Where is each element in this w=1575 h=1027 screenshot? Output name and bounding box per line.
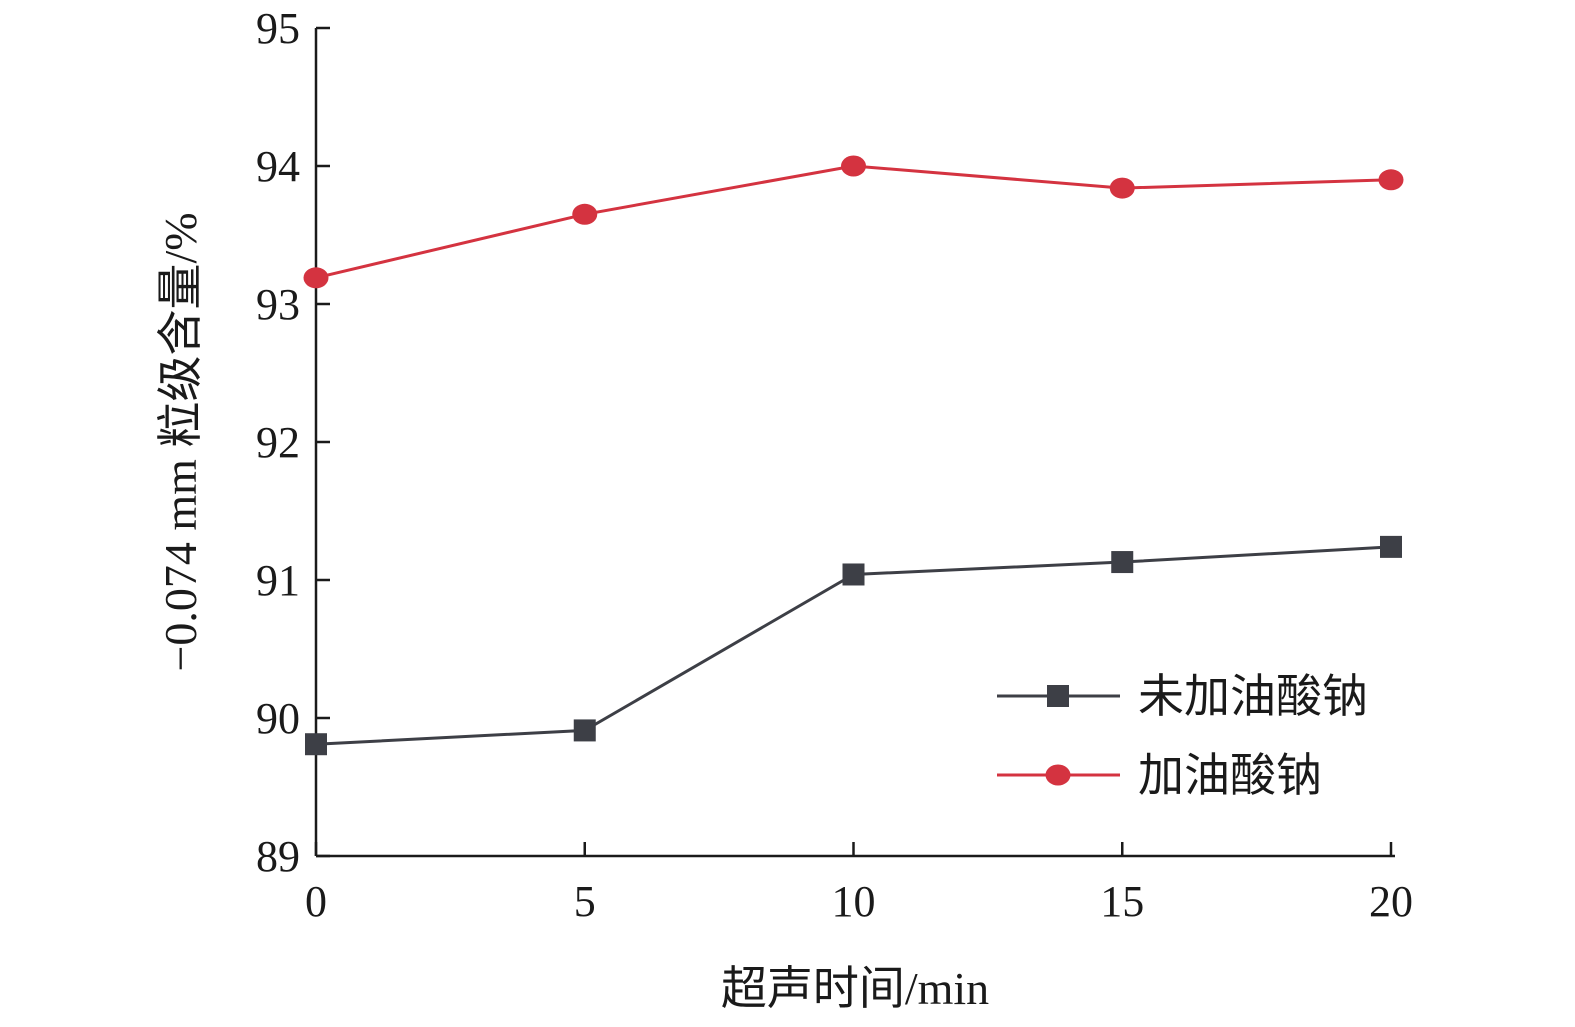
series-2-point <box>1378 169 1404 191</box>
series-2-line <box>315 164 1392 280</box>
x-tick-label: 0 <box>305 877 327 926</box>
series-1-point <box>305 733 327 756</box>
series-2-point <box>303 267 329 289</box>
x-ticks: 0 5 10 15 20 <box>305 842 1413 926</box>
x-tick-label: 5 <box>574 877 596 926</box>
y-tick-label: 94 <box>256 142 300 191</box>
series-2-point <box>841 155 866 177</box>
series-1-point <box>1380 535 1402 558</box>
series-2-point <box>1109 177 1135 199</box>
y-tick-label: 95 <box>256 4 300 53</box>
x-tick-label: 15 <box>1100 877 1144 926</box>
series-layer <box>303 155 1404 756</box>
legend-item-1: 未加油酸钠 <box>997 671 1368 722</box>
y-tick-label: 93 <box>256 280 300 329</box>
y-tick-label: 91 <box>256 556 300 605</box>
y-tick-label: 89 <box>256 832 300 881</box>
y-axis-title: −0.074 mm 粒级含量/% <box>155 212 206 671</box>
series-1-point <box>842 563 865 586</box>
series-1-point <box>573 719 596 742</box>
legend-label: 加油酸钠 <box>1138 750 1322 801</box>
legend-label: 未加油酸钠 <box>1138 671 1368 722</box>
axes <box>314 28 1395 858</box>
y-tick-label: 90 <box>256 694 300 743</box>
x-axis-title: 超声时间/min <box>721 963 989 1014</box>
y-tick-label: 92 <box>256 418 300 467</box>
legend-item-2: 加油酸钠 <box>997 750 1322 801</box>
legend-marker <box>1045 764 1071 786</box>
series-1 <box>305 535 1402 756</box>
series-1-point <box>1111 551 1134 574</box>
series-2-point <box>572 203 598 225</box>
series-2 <box>303 155 1404 289</box>
x-tick-label: 20 <box>1369 877 1413 926</box>
y-ticks: 89 90 91 92 93 94 95 <box>256 4 330 881</box>
x-tick-label: 10 <box>832 877 876 926</box>
legend-marker <box>1047 685 1069 707</box>
